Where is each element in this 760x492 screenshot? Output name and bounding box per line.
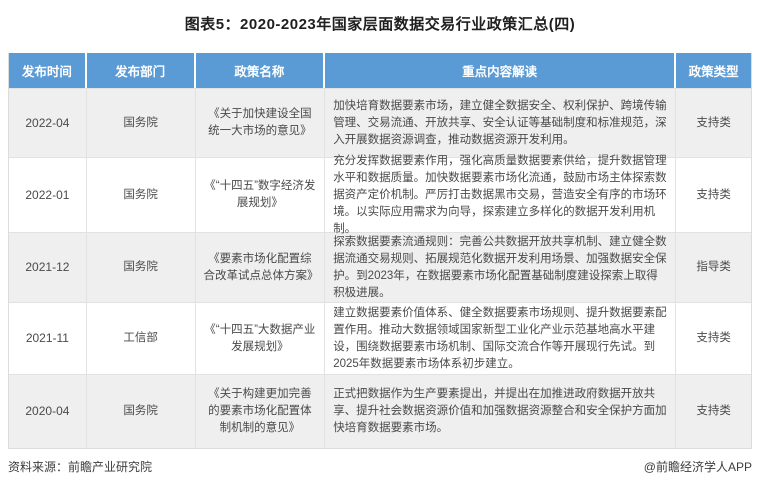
col-header-publish-dept: 发布部门 [87,53,196,88]
cell-policy-type: 支持类 [696,332,731,344]
table-row: 2022-01 国务院 《“十四五”数字经济发展规划》 充分发挥数据要素作用，强… [9,155,751,235]
table-header-row: 发布时间 发布部门 政策名称 重点内容解读 政策类型 [9,53,751,88]
cell-publish-date: 2021-12 [9,233,87,302]
cell-publish-dept: 国务院 [87,375,196,448]
table-row: 2021-12 国务院 《要素市场化配置综合改革试点总体方案》 探索数据要素流通… [9,232,751,302]
col-header-policy-type: 政策类型 [688,65,739,79]
cell-policy-name: 《关于加快建设全国统一大市场的意见》 [196,89,326,157]
cell-policy-name: 《“十四五”大数据产业发展规划》 [196,303,326,374]
cell-publish-date: 2022-04 [9,89,87,157]
cell-policy-name: 《“十四五”数字经济发展规划》 [196,158,326,232]
cell-publish-date: 2020-04 [9,375,87,448]
cell-policy-name: 《关于构建更加完善的要素市场化配置体制机制的意见》 [196,375,326,448]
cell-policy-type: 支持类 [696,405,731,417]
table-row: 2021-11 工信部 《“十四五”大数据产业发展规划》 建立数据要素价值体系、… [9,302,751,374]
col-header-publish-date: 发布时间 [9,53,87,88]
cell-publish-date: 2022-01 [9,158,87,232]
cell-key-content: 加快培育数据要素市场，建立健全数据安全、权利保护、跨境传输管理、交易流通、开放共… [325,89,677,157]
page-title: 图表5：2020-2023年国家层面数据交易行业政策汇总(四) [184,16,576,33]
cell-key-content: 正式把数据作为生产要素提出，并提出在加推进政府数据开放共享、提升社会数据资源价值… [325,375,677,448]
footer: 资料来源：前瞻产业研究院 @前瞻经济学人APP [0,458,760,475]
cell-key-content: 探索数据要素流通规则：完善公共数据开放共享机制、建立健全数据流通交易规则、拓展规… [325,233,677,302]
cell-policy-name: 《要素市场化配置综合改革试点总体方案》 [196,233,326,302]
cell-publish-dept: 国务院 [87,233,196,302]
col-header-policy-name: 政策名称 [196,53,326,88]
cell-policy-type: 指导类 [696,261,731,273]
cell-publish-date: 2021-11 [9,303,87,374]
cell-publish-dept: 工信部 [87,303,196,374]
cell-key-content: 建立数据要素价值体系、健全数据要素市场规则、提升数据要素配置作用。推动大数据领域… [325,303,677,374]
policy-table: 发布时间 发布部门 政策名称 重点内容解读 政策类型 2022-04 国务院 《… [8,53,752,449]
table-row: 2022-04 国务院 《关于加快建设全国统一大市场的意见》 加快培育数据要素市… [9,88,751,157]
cell-policy-type: 支持类 [696,188,731,201]
cell-key-content: 充分发挥数据要素作用，强化高质量数据要素供给，提升数据管理水平和数据质量。加快数… [325,155,677,235]
cell-publish-dept: 国务院 [87,89,196,157]
source-note: 资料来源：前瞻产业研究院 [8,460,153,474]
cell-publish-dept: 国务院 [87,158,196,232]
credit-note: @前瞻经济学人APP [643,460,752,474]
table-row: 2020-04 国务院 《关于构建更加完善的要素市场化配置体制机制的意见》 正式… [9,374,751,448]
col-header-key-content: 重点内容解读 [325,53,677,88]
cell-policy-type: 支持类 [696,116,731,129]
